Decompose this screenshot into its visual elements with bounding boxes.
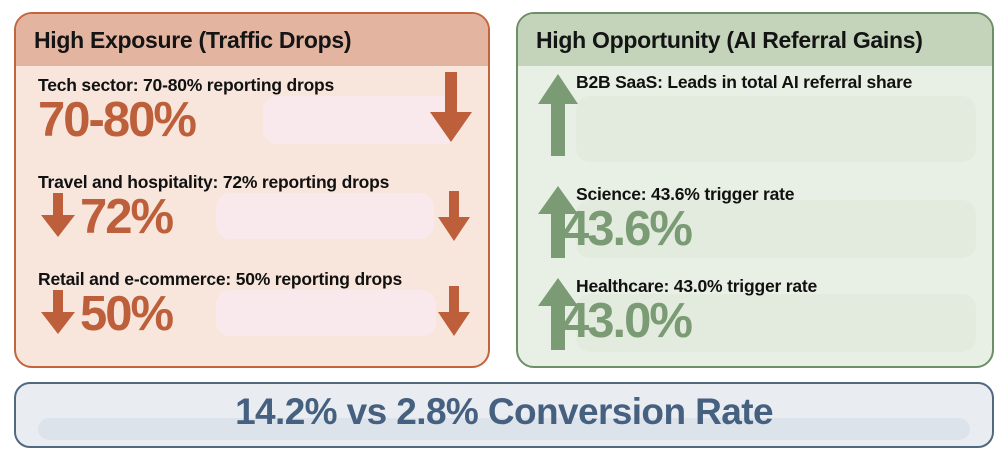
arrow-up-icon: [536, 184, 580, 265]
opportunity-row-text: Healthcare: 43.0% trigger rate 43.0%: [562, 276, 818, 347]
exposure-row: Retail and e-commerce: 50% reporting dro…: [16, 260, 488, 357]
opportunity-row-inner: Healthcare: 43.0% trigger rate 43.0%: [518, 272, 982, 366]
arrow-down-icon: [38, 288, 78, 341]
value-placeholder-pill: [216, 193, 434, 239]
value-placeholder-pill: [576, 294, 976, 352]
high-opportunity-card: High Opportunity (AI Referral Gains) B2B…: [516, 12, 994, 368]
exposure-row-value: 50%: [80, 287, 174, 341]
high-exposure-card: High Exposure (Traffic Drops) Tech secto…: [14, 12, 490, 368]
high-exposure-card-body: Tech sector: 70-80% reporting drops 70-8…: [16, 66, 488, 366]
comparison-cards-row: High Exposure (Traffic Drops) Tech secto…: [14, 12, 994, 368]
arrow-down-icon: [436, 286, 472, 343]
exposure-row: Travel and hospitality: 72% reporting dr…: [16, 163, 488, 260]
arrow-down-icon: [428, 72, 474, 151]
high-opportunity-card-body: B2B SaaS: Leads in total AI referral sha…: [518, 66, 992, 366]
exposure-row-value: 70-80%: [38, 93, 197, 147]
value-placeholder-pill: [576, 96, 976, 162]
exposure-row-value-line: 50%: [38, 286, 478, 342]
value-placeholder-pill: [216, 290, 436, 336]
opportunity-row-value: 43.0%: [562, 294, 693, 348]
opportunity-row-value: 43.6%: [562, 202, 693, 256]
exposure-row-label: Retail and e-commerce: 50% reporting dro…: [38, 269, 403, 289]
arrow-down-icon: [436, 191, 472, 248]
high-exposure-card-header: High Exposure (Traffic Drops): [16, 14, 488, 66]
opportunity-row-inner: B2B SaaS: Leads in total AI referral sha…: [518, 66, 982, 176]
arrow-up-icon: [536, 72, 580, 163]
opportunity-row-inner: Science: 43.6% trigger rate 43.6%: [518, 176, 982, 272]
value-placeholder-pill: [576, 200, 976, 258]
high-opportunity-title: High Opportunity (AI Referral Gains): [536, 26, 923, 53]
opportunity-row-label: Science: 43.6% trigger rate: [576, 184, 795, 204]
opportunity-row: B2B SaaS: Leads in total AI referral sha…: [518, 66, 992, 176]
exposure-row-label: Travel and hospitality: 72% reporting dr…: [38, 172, 390, 192]
arrow-up-icon: [536, 276, 580, 357]
exposure-row-value: 72%: [80, 190, 174, 244]
exposure-row-value-line: 70-80%: [38, 92, 478, 148]
opportunity-row-text: B2B SaaS: Leads in total AI referral sha…: [576, 72, 913, 92]
opportunity-row-text: Science: 43.6% trigger rate 43.6%: [562, 184, 795, 255]
opportunity-row: Science: 43.6% trigger rate 43.6%: [518, 176, 992, 272]
conversion-rate-text: 14.2% vs 2.8% Conversion Rate: [235, 391, 773, 432]
opportunity-row-label: Healthcare: 43.0% trigger rate: [576, 276, 818, 296]
exposure-row: Tech sector: 70-80% reporting drops 70-8…: [16, 66, 488, 163]
arrow-down-icon: [38, 191, 78, 244]
exposure-row-label: Tech sector: 70-80% reporting drops: [38, 75, 335, 95]
high-opportunity-card-header: High Opportunity (AI Referral Gains): [518, 14, 992, 66]
opportunity-row: Healthcare: 43.0% trigger rate 43.0%: [518, 272, 992, 366]
high-exposure-title: High Exposure (Traffic Drops): [34, 26, 352, 53]
opportunity-row-label: B2B SaaS: Leads in total AI referral sha…: [576, 72, 913, 92]
exposure-row-value-line: 72%: [38, 189, 478, 245]
banner-placeholder-pill: [38, 418, 970, 440]
conversion-rate-banner: 14.2% vs 2.8% Conversion Rate: [14, 382, 994, 448]
value-placeholder-pill: [263, 96, 458, 144]
